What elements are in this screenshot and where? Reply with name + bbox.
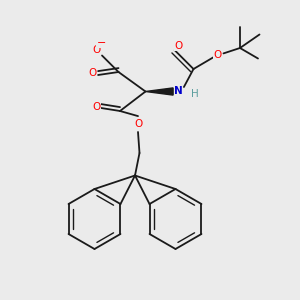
Text: O: O bbox=[134, 118, 142, 129]
Text: O: O bbox=[174, 40, 183, 51]
Text: O: O bbox=[92, 45, 101, 55]
Text: −: − bbox=[97, 38, 106, 48]
Text: O: O bbox=[88, 68, 96, 79]
Text: O: O bbox=[213, 50, 222, 61]
Polygon shape bbox=[146, 88, 173, 95]
Text: H: H bbox=[191, 89, 199, 100]
Text: O: O bbox=[92, 101, 100, 112]
Text: N: N bbox=[174, 86, 183, 97]
